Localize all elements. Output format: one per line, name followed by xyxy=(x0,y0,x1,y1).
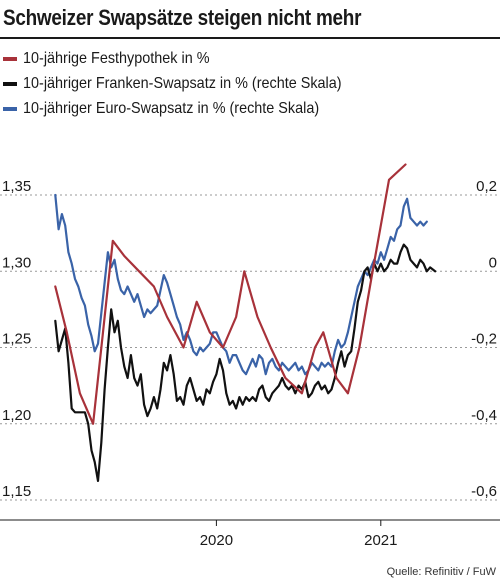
series-line-festhypothek xyxy=(54,163,407,425)
left-axis-tick-label: 1,35 xyxy=(2,178,31,195)
x-axis-tick-label: 2021 xyxy=(364,532,397,549)
left-axis-tick-label: 1,15 xyxy=(2,483,31,500)
title-rule xyxy=(0,37,500,39)
legend-swatch-euro-swap xyxy=(3,106,17,111)
right-axis-tick-label: -0,6 xyxy=(471,483,497,500)
legend-swatch-franken-swap xyxy=(3,81,17,86)
legend-label-franken-swap: 10-jähriger Franken-Swapsatz in % (recht… xyxy=(23,74,342,92)
legend-item-euro-swap: 10-jähriger Euro-Swapsatz in % (rechte S… xyxy=(3,96,377,121)
left-axis-tick-label: 1,25 xyxy=(2,331,31,348)
legend-item-franken-swap: 10-jähriger Franken-Swapsatz in % (recht… xyxy=(3,71,377,96)
x-axis-tick-label: 2020 xyxy=(200,532,233,549)
legend-item-festhypothek: 10-jährige Festhypothek in % xyxy=(3,46,377,71)
left-axis-tick-label: 1,20 xyxy=(2,407,31,424)
left-axis-tick-label: 1,30 xyxy=(2,254,31,271)
legend: 10-jährige Festhypothek in % 10-jähriger… xyxy=(3,46,377,121)
right-axis-tick-label: -0,4 xyxy=(471,407,497,424)
legend-label-festhypothek: 10-jährige Festhypothek in % xyxy=(23,49,210,67)
legend-label-euro-swap: 10-jähriger Euro-Swapsatz in % (rechte S… xyxy=(23,99,320,117)
chart-title: Schweizer Swapsätze steigen nicht mehr xyxy=(3,5,362,30)
right-axis-tick-label: -0,2 xyxy=(471,331,497,348)
series-line-franken-swap xyxy=(54,243,437,482)
legend-swatch-festhypothek xyxy=(3,56,17,61)
right-axis-tick-label: 0,2 xyxy=(476,178,497,195)
source-note: Quelle: Refinitiv / FuW xyxy=(386,566,496,578)
right-axis-tick-label: 0 xyxy=(489,254,497,271)
